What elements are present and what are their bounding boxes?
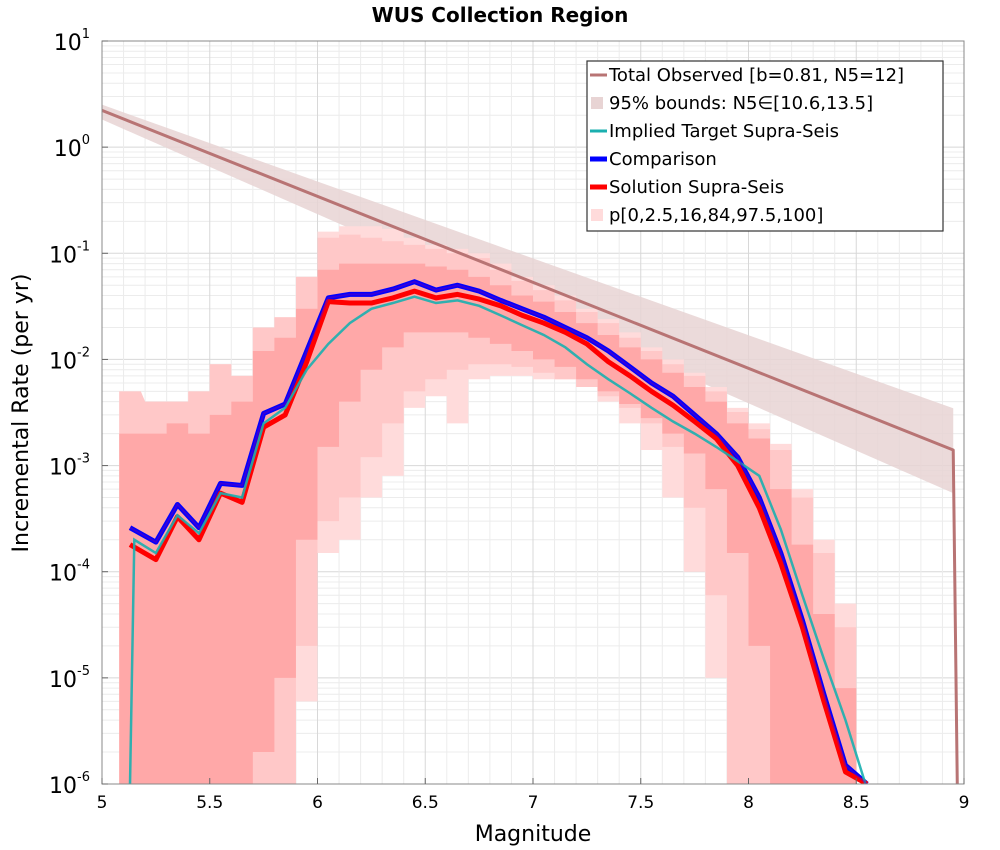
- total-observed-line: [102, 109, 959, 784]
- legend-label-implied_target: Implied Target Supra-Seis: [609, 121, 839, 142]
- legend: Total Observed [b=0.81, N5=12] 95% bounds…: [586, 60, 944, 232]
- y-tick-label: 101: [54, 27, 90, 56]
- x-tick-label: 8: [743, 793, 754, 813]
- legend-swatch-pband_outer: [591, 209, 603, 221]
- legend-box: [586, 60, 944, 232]
- y-tick-label: 10-1: [49, 239, 90, 268]
- x-axis-label: Magnitude: [475, 822, 592, 847]
- x-tick-label: 5: [97, 793, 108, 813]
- legend-label-bounds95: 95% bounds: N5∈[10.6,13.5]: [609, 93, 873, 114]
- y-tick-label: 10-6: [49, 770, 90, 799]
- y-tick-label: 10-4: [49, 558, 90, 587]
- x-tick-label: 6: [312, 793, 323, 813]
- y-axis-label: Incremental Rate (per yr): [9, 274, 34, 553]
- data-layer: [102, 104, 959, 784]
- x-tick-label: 5.5: [196, 793, 223, 813]
- y-tick-label: 10-2: [49, 345, 90, 374]
- legend-label-total_observed: Total Observed [b=0.81, N5=12]: [608, 65, 904, 86]
- chart-title: WUS Collection Region: [372, 3, 629, 27]
- pband-p16-p84: [119, 263, 878, 784]
- x-tick-label: 6.5: [412, 793, 439, 813]
- legend-label-comparison: Comparison: [609, 149, 717, 170]
- x-tick-label: 7: [528, 793, 539, 813]
- legend-swatch-bounds95: [591, 97, 603, 109]
- y-tick-label: 10-5: [49, 664, 90, 693]
- x-tick-label: 8.5: [843, 793, 870, 813]
- y-tick-label: 10-3: [49, 452, 90, 481]
- x-tick-label: 7.5: [627, 793, 654, 813]
- x-tick-label: 9: [959, 793, 970, 813]
- x-axis-ticks: 5 5.5 6 6.5 7 7.5 8 8.5 9: [97, 778, 970, 813]
- legend-label-solution: Solution Supra-Seis: [609, 177, 784, 198]
- y-tick-label: 100: [54, 133, 90, 162]
- comparison-overlay-line: [129, 280, 868, 784]
- y-axis-ticks: 101 100 10-1 10-2 10-3 10-4 10-5 10-6: [49, 27, 108, 799]
- legend-label-pband_outer: p[0,2.5,16,84,97.5,100]: [609, 205, 823, 226]
- implied-target-line: [128, 295, 870, 784]
